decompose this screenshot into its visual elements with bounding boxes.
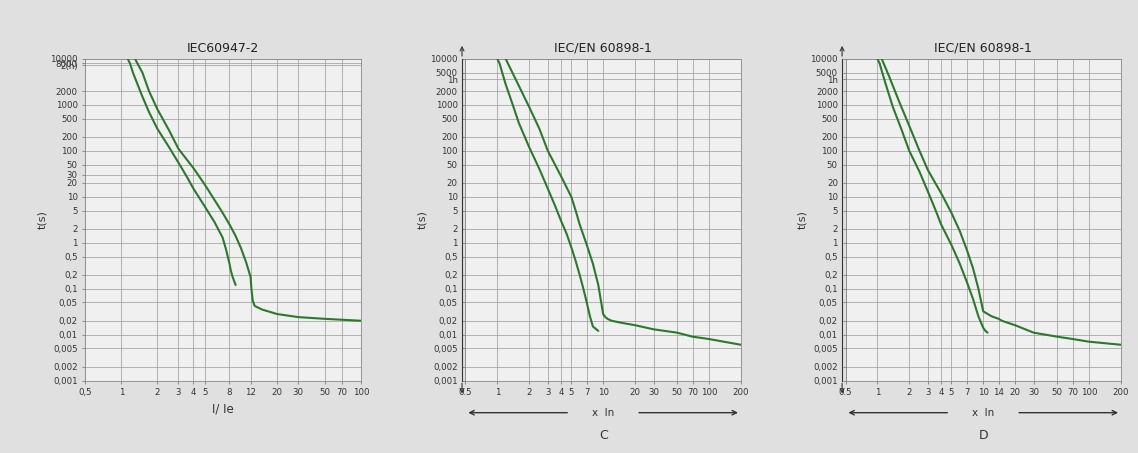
Y-axis label: t(s): t(s) xyxy=(798,210,808,229)
Text: x  In: x In xyxy=(972,408,995,418)
Y-axis label: t(s): t(s) xyxy=(418,210,428,229)
Text: D: D xyxy=(979,429,988,442)
Y-axis label: t(s): t(s) xyxy=(38,210,48,229)
X-axis label: I/ Ie: I/ Ie xyxy=(212,403,234,416)
Title: IEC/EN 60898-1: IEC/EN 60898-1 xyxy=(934,42,1032,55)
Text: x  In: x In xyxy=(592,408,615,418)
Title: IEC/EN 60898-1: IEC/EN 60898-1 xyxy=(554,42,652,55)
Text: C: C xyxy=(599,429,608,442)
Title: IEC60947-2: IEC60947-2 xyxy=(187,42,259,55)
